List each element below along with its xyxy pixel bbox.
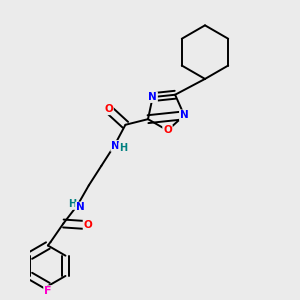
Text: F: F — [44, 286, 52, 296]
Text: N: N — [111, 141, 120, 151]
Text: N: N — [180, 110, 189, 120]
Text: O: O — [104, 104, 113, 114]
Text: O: O — [163, 125, 172, 135]
Text: O: O — [83, 220, 92, 230]
Text: N: N — [148, 92, 157, 102]
Text: H: H — [119, 143, 127, 153]
Text: H: H — [68, 199, 76, 209]
Text: N: N — [76, 202, 85, 212]
